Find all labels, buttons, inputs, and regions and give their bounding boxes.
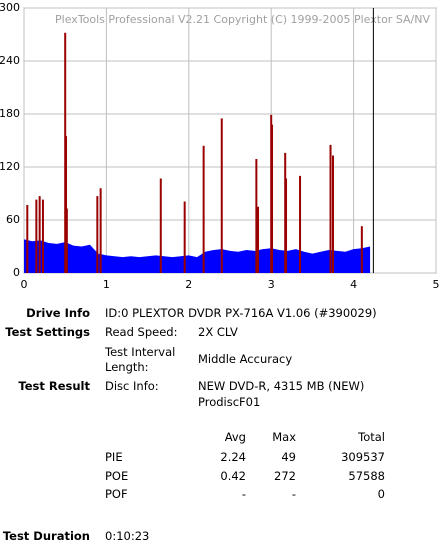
row-label: POF <box>105 487 128 501</box>
column-header: Max <box>272 430 296 444</box>
label: Drive Info <box>26 306 90 320</box>
cell: 0 <box>377 487 385 501</box>
x-tick-label: 3 <box>268 278 275 291</box>
x-tick-label: 5 <box>433 278 440 291</box>
y-tick-label: 180 <box>0 107 20 120</box>
cell: 309537 <box>341 450 385 464</box>
label: Test Result <box>18 379 90 393</box>
column-header: Total <box>358 430 385 444</box>
cell: - <box>291 487 296 501</box>
value: ProdiscF01 <box>198 395 261 409</box>
cell: 0.42 <box>220 468 246 483</box>
value: NEW DVD-R, 4315 MB (NEW) <box>198 379 365 393</box>
y-tick-label: 240 <box>0 54 20 67</box>
label: Test Settings <box>5 325 90 339</box>
value: Middle Accuracy <box>198 352 293 366</box>
chart: PlexTools Professional V2.21 Copyright (… <box>0 1 440 291</box>
y-tick-label: 0 <box>13 266 20 279</box>
y-tick-label: 60 <box>6 213 20 226</box>
row-label: POE <box>105 468 129 483</box>
key: Disc Info: <box>105 379 159 393</box>
cell: - <box>241 487 246 501</box>
x-tick-label: 0 <box>21 278 28 291</box>
key: Read Speed: <box>105 325 178 339</box>
cell: 2.24 <box>220 450 246 464</box>
y-tick-label: 300 <box>0 1 20 14</box>
cell: 272 <box>274 468 296 483</box>
y-tick-label: 120 <box>0 160 20 173</box>
area <box>24 239 371 273</box>
x-tick-label: 2 <box>185 278 192 291</box>
cell: 57588 <box>348 468 385 483</box>
x-tick-label: 1 <box>103 278 110 291</box>
column-header: Avg <box>224 430 246 444</box>
value: 0:10:23 <box>105 529 150 543</box>
watermark: PlexTools Professional V2.21 Copyright (… <box>55 13 430 26</box>
value: 2X CLV <box>198 325 238 339</box>
value: ID:0 PLEXTOR DVDR PX-716A V1.06 (#390029… <box>105 306 377 320</box>
plot-area <box>23 7 437 274</box>
x-tick-label: 4 <box>350 278 357 291</box>
key: Test Interval Length: <box>105 345 176 374</box>
label: Test Duration <box>2 529 90 543</box>
row-label: PIE <box>105 450 123 464</box>
cell: 49 <box>281 450 296 464</box>
